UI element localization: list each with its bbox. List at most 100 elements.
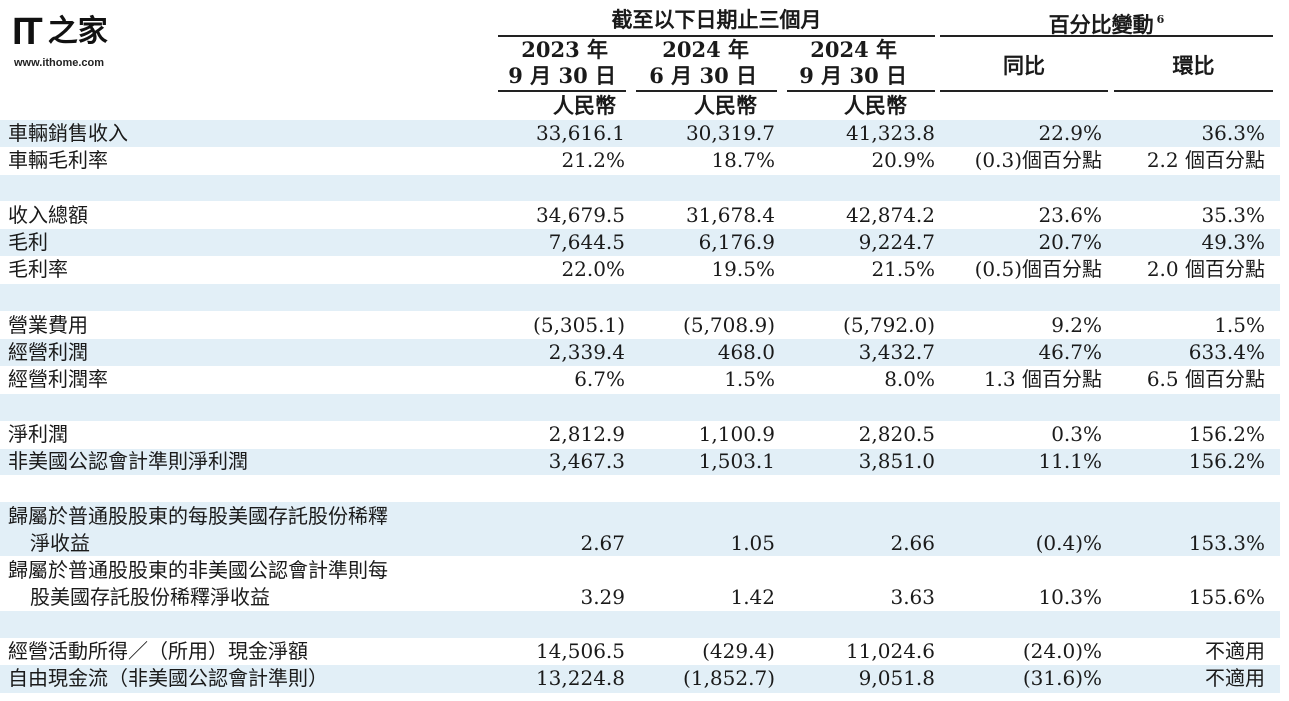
- table-row: 車輛毛利率 21.2% 18.7% 20.9% (0.3)個百分點 2.2 個百…: [0, 147, 1280, 174]
- change-group-header: 百分比變動 6: [940, 8, 1273, 37]
- row-shading: [0, 502, 1280, 556]
- row-label: 收入總額: [8, 203, 88, 227]
- row-shading: [0, 229, 1280, 256]
- table-row: 歸屬於普通股股東的非美國公認會計準則每 股美國存託股份稀釋淨收益 3.29 1.…: [0, 557, 1280, 611]
- change-group-rule: [940, 35, 1273, 37]
- value-2024q3: (5,792.0): [843, 313, 935, 337]
- value-2023q3: 3,467.3: [548, 449, 625, 473]
- row-shading: [0, 611, 1280, 638]
- value-2024q2: 1.05: [730, 531, 775, 555]
- logo-url: www.ithome.com: [14, 57, 105, 69]
- value-yoy: 20.7%: [1038, 230, 1102, 254]
- row-shading: [0, 175, 1280, 201]
- ithome-logo: IT 之家 www.ithome.com: [12, 12, 122, 74]
- value-2024q3: 21.5%: [871, 257, 935, 281]
- value-2024q2: 31,678.4: [685, 203, 775, 227]
- value-qoq: 156.2%: [1188, 422, 1265, 446]
- value-qoq: 633.4%: [1188, 340, 1265, 364]
- value-qoq: 2.2 個百分點: [1146, 148, 1265, 172]
- col3-year: 2024 年: [810, 37, 897, 62]
- row-label: 營業費用: [8, 313, 88, 337]
- value-2024q3: 3.63: [890, 585, 935, 609]
- row-label-continued: 淨收益: [30, 531, 90, 555]
- value-yoy: (31.6)%: [1022, 666, 1102, 690]
- col1-rule: [498, 90, 626, 92]
- value-2024q2: 468.0: [717, 340, 775, 364]
- row-label-continued: 股美國存託股份稀釋淨收益: [30, 585, 270, 609]
- period-group-rule: [498, 35, 935, 37]
- yoy-header: 同比: [1003, 53, 1045, 78]
- value-yoy: 9.2%: [1051, 313, 1102, 337]
- value-2024q2: 19.5%: [711, 257, 775, 281]
- value-2023q3: 33,616.1: [535, 121, 625, 145]
- value-2023q3: 21.2%: [561, 148, 625, 172]
- value-2024q2: 6,176.9: [698, 230, 775, 254]
- value-2023q3: 22.0%: [561, 257, 625, 281]
- value-2023q3: 2,812.9: [548, 422, 625, 446]
- table-row: 營業費用 (5,305.1) (5,708.9) (5,792.0) 9.2% …: [0, 312, 1280, 339]
- value-yoy: (0.3)個百分點: [974, 148, 1102, 172]
- table-row: 收入總額 34,679.5 31,678.4 42,874.2 23.6% 35…: [0, 202, 1280, 229]
- value-2023q3: 3.29: [580, 585, 625, 609]
- row-shading: [0, 665, 1280, 693]
- row-label: 非美國公認會計準則淨利潤: [8, 449, 248, 473]
- col1-year: 2023 年: [521, 37, 608, 62]
- row-label: 淨利潤: [8, 422, 68, 446]
- value-2023q3: 14,506.5: [535, 639, 625, 663]
- row-shading: [0, 120, 1280, 147]
- col2-currency: 人民幣: [694, 93, 757, 118]
- value-2024q3: 41,323.8: [845, 121, 935, 145]
- row-label: 歸屬於普通股股東的每股美國存託股份稀釋: [8, 504, 388, 528]
- value-yoy: 1.3 個百分點: [983, 367, 1102, 391]
- value-yoy: 11.1%: [1038, 449, 1102, 473]
- col2-rule: [636, 90, 777, 92]
- row-shading: [0, 449, 1280, 475]
- row-label: 毛利: [8, 230, 48, 254]
- value-2024q3: 20.9%: [871, 148, 935, 172]
- row-label: 毛利率: [8, 257, 68, 281]
- logo-it-text: IT: [12, 11, 43, 53]
- table-row: 毛利 7,644.5 6,176.9 9,224.7 20.7% 49.3%: [0, 229, 1280, 256]
- row-shading: [0, 339, 1280, 366]
- value-2023q3: 7,644.5: [548, 230, 625, 254]
- value-qoq: 49.3%: [1201, 230, 1265, 254]
- value-2024q2: 1.5%: [724, 367, 775, 391]
- table-row: 毛利率 22.0% 19.5% 21.5% (0.5)個百分點 2.0 個百分點: [0, 256, 1280, 283]
- value-2023q3: 6.7%: [574, 367, 625, 391]
- table-row: 歸屬於普通股股東的每股美國存託股份稀釋 淨收益 2.67 1.05 2.66 (…: [0, 503, 1280, 557]
- col3-rule: [787, 90, 935, 92]
- value-yoy: (0.5)個百分點: [974, 257, 1102, 281]
- table-row: 自由現金流（非美國公認會計準則） 13,224.8 (1,852.7) 9,05…: [0, 665, 1280, 693]
- col1-date: 9 月 30 日: [508, 63, 616, 88]
- row-label: 歸屬於普通股股東的非美國公認會計準則每: [8, 558, 388, 582]
- value-qoq: 156.2%: [1188, 449, 1265, 473]
- logo-mark: IT 之家: [12, 12, 108, 52]
- row-shading: [0, 394, 1280, 421]
- row-label: 車輛銷售收入: [8, 121, 128, 145]
- value-2024q3: 3,851.0: [858, 449, 935, 473]
- table-row: 經營活動所得／（所用）現金淨額 14,506.5 (429.4) 11,024.…: [0, 638, 1280, 665]
- change-group-footnote: 6: [1156, 13, 1165, 26]
- value-qoq: 1.5%: [1214, 313, 1265, 337]
- value-2024q3: 2.66: [890, 531, 935, 555]
- table-row: 經營利潤 2,339.4 468.0 3,432.7 46.7% 633.4%: [0, 339, 1280, 366]
- qoq-rule: [1114, 90, 1273, 92]
- value-2024q3: 2,820.5: [858, 422, 935, 446]
- col1-currency: 人民幣: [553, 93, 616, 118]
- period-group-header: 截至以下日期止三個月: [611, 7, 822, 32]
- value-2024q2: (429.4): [702, 639, 775, 663]
- row-label: 經營活動所得／（所用）現金淨額: [8, 639, 308, 663]
- col3-currency: 人民幣: [844, 93, 907, 118]
- value-2024q3: 9,224.7: [858, 230, 935, 254]
- row-label: 經營利潤: [8, 340, 88, 364]
- value-2024q2: (1,852.7): [683, 666, 775, 690]
- value-2024q2: 1,503.1: [698, 449, 775, 473]
- row-shading: [0, 284, 1280, 311]
- value-qoq: 36.3%: [1201, 121, 1265, 145]
- value-yoy: (0.4)%: [1035, 531, 1102, 555]
- row-label: 車輛毛利率: [8, 148, 108, 172]
- table-row: 經營利潤率 6.7% 1.5% 8.0% 1.3 個百分點 6.5 個百分點: [0, 366, 1280, 393]
- table-row: 非美國公認會計準則淨利潤 3,467.3 1,503.1 3,851.0 11.…: [0, 448, 1280, 475]
- value-2024q3: 3,432.7: [858, 340, 935, 364]
